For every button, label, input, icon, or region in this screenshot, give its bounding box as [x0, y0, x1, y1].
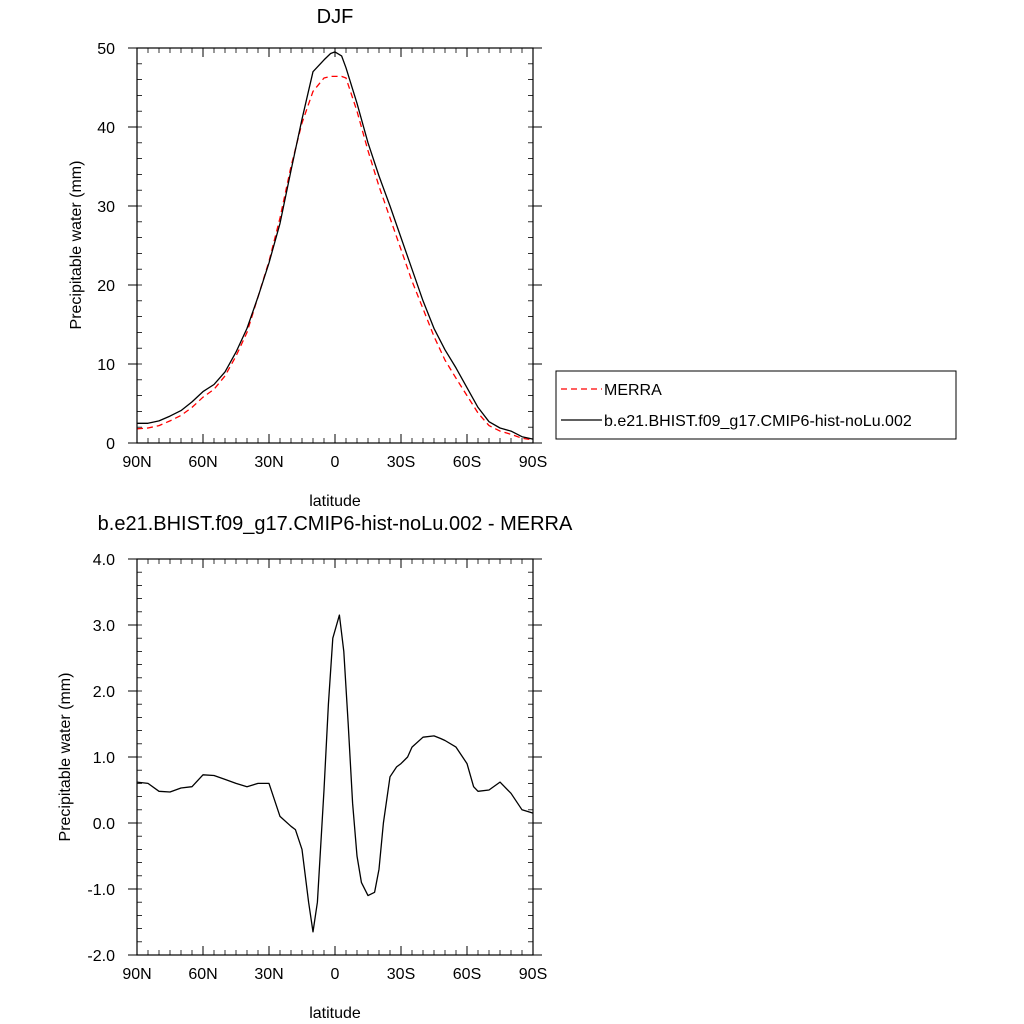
- y-tick-label: 2.0: [93, 684, 115, 701]
- y-tick-label: 3.0: [93, 618, 115, 635]
- x-tick-label: 90S: [519, 454, 547, 471]
- x-axis-label-difference: latitude: [309, 1005, 361, 1022]
- legend-box: [555, 370, 957, 440]
- y-tick-label: 10: [97, 357, 115, 374]
- series-line-b-e21-bhist-f09-g17-cmip6-hist-nolu-002: [137, 51, 534, 440]
- x-tick-label: 0: [331, 966, 340, 983]
- x-axis-label-djf: latitude: [309, 493, 361, 510]
- x-tick-label: 90N: [122, 966, 151, 983]
- y-tick-label: 0: [106, 436, 115, 453]
- x-tick-label: 60N: [188, 454, 217, 471]
- legend-label-model: b.e21.BHIST.f09_g17.CMIP6-hist-noLu.002: [604, 413, 912, 430]
- x-tick-label: 60S: [453, 966, 481, 983]
- y-tick-label: 30: [97, 199, 115, 216]
- x-tick-label: 30S: [387, 454, 415, 471]
- plot-frame-difference: [136, 558, 534, 956]
- chart-djf: DJF 90N 60N 30N 0 30S 60S 90S 0 10 20 30 40 50 latit…: [68, 6, 957, 510]
- y-tick-label: 1.0: [93, 750, 115, 767]
- y-axis-label-djf: Precipitable water (mm): [68, 161, 85, 330]
- y-tick-label: 50: [97, 41, 115, 58]
- y-tick-label: -2.0: [87, 948, 115, 965]
- legend-djf: MERRA b.e21.BHIST.f09_g17.CMIP6-hist-noL…: [555, 370, 957, 440]
- y-axis-label-difference: Precipitable water (mm): [57, 673, 74, 842]
- y-tick-label: 0.0: [93, 816, 115, 833]
- y-tick-label: -1.0: [87, 882, 115, 899]
- chart-difference: b.e21.BHIST.f09_g17.CMIP6-hist-noLu.002 …: [57, 513, 573, 1022]
- legend-label-merra: MERRA: [604, 382, 662, 399]
- x-tick-label: 60N: [188, 966, 217, 983]
- y-tick-label: 4.0: [93, 552, 115, 569]
- chart-title-djf: DJF: [317, 6, 354, 28]
- x-tick-label: 0: [331, 454, 340, 471]
- series-line-difference: [136, 614, 534, 933]
- x-tick-label: 30N: [254, 966, 283, 983]
- x-tick-label: 30S: [387, 966, 415, 983]
- x-tick-label: 90N: [122, 454, 151, 471]
- y-tick-label: 40: [97, 120, 115, 137]
- x-tick-label: 90S: [519, 966, 547, 983]
- chart-title-difference: b.e21.BHIST.f09_g17.CMIP6-hist-noLu.002 …: [98, 513, 573, 535]
- x-tick-label: 60S: [453, 454, 481, 471]
- plot-frame-djf: [136, 47, 534, 444]
- x-tick-label: 30N: [254, 454, 283, 471]
- y-tick-label: 20: [97, 278, 115, 295]
- series-line-merra: [136, 75, 534, 441]
